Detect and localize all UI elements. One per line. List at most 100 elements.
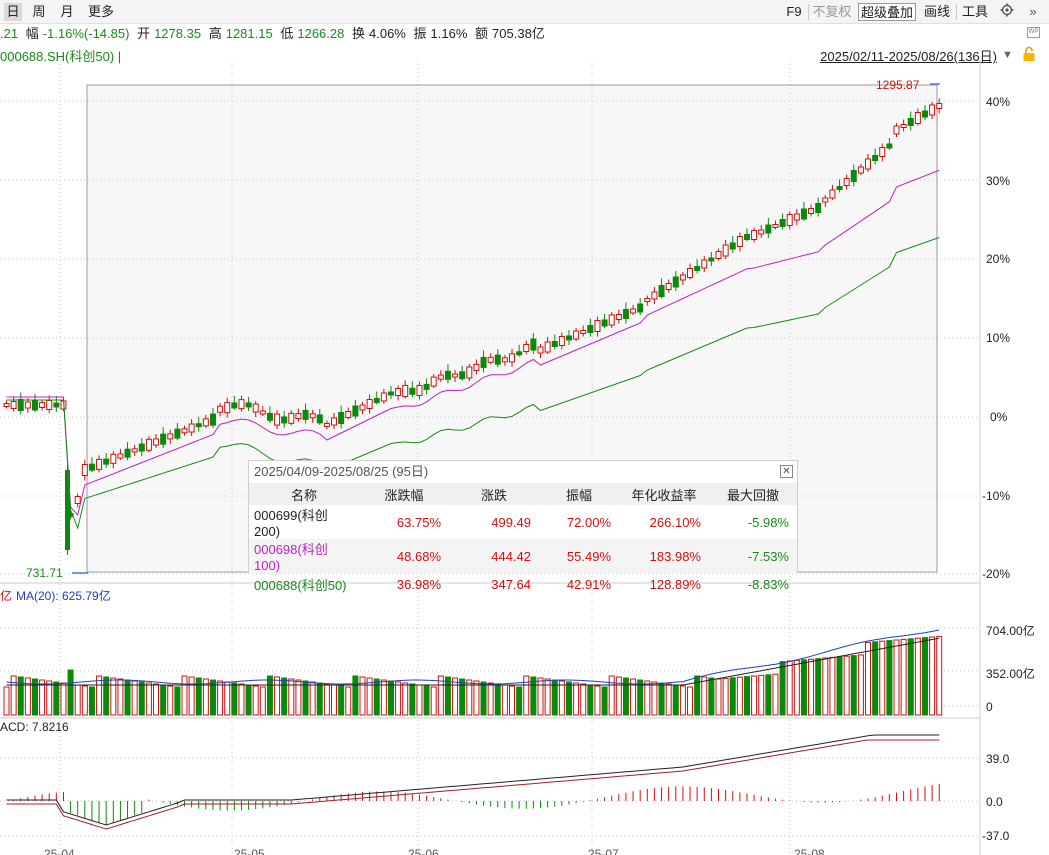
candle-body — [110, 453, 117, 464]
candle-body — [808, 208, 815, 214]
high-value: 1281.15 — [225, 26, 273, 41]
volume-bar — [167, 685, 174, 716]
candle-body — [430, 376, 437, 387]
volume-bar — [523, 675, 530, 716]
volume-bar — [309, 681, 316, 716]
candle-body — [822, 197, 829, 203]
volume-bar — [701, 676, 708, 716]
volume-bar — [60, 682, 67, 716]
volume-bar — [808, 658, 815, 716]
tab-month[interactable]: 月 — [60, 4, 74, 19]
gear-icon[interactable] — [998, 3, 1016, 21]
candle-body — [338, 412, 345, 424]
x-axis-label: 25-08 — [794, 847, 825, 855]
wp-icon[interactable]: WP — [1027, 27, 1040, 38]
volume-axis-label: 352.00亿 — [986, 667, 1035, 681]
candle-body — [893, 125, 900, 135]
candle-body — [167, 433, 174, 440]
volume-bar — [423, 685, 430, 716]
close-icon[interactable]: ✕ — [780, 465, 793, 478]
candle-body — [551, 341, 558, 347]
candle-body — [900, 124, 907, 128]
volume-bar — [231, 682, 238, 716]
column-header: 振幅 — [539, 483, 619, 505]
column-header: 最大回撤 — [709, 483, 797, 505]
volume-bar — [352, 675, 359, 716]
macd-axis-label: 39.0 — [986, 752, 1010, 766]
tab-more[interactable]: 更多 — [87, 4, 114, 19]
dropdown-triangle-icon[interactable]: ▼ — [1002, 49, 1013, 61]
candle-body — [202, 418, 209, 427]
table-row[interactable]: 000688(科创50) 36.98% 347.64 42.91% 128.89… — [249, 573, 797, 595]
volume-bar — [473, 680, 480, 716]
candle-body — [88, 463, 95, 471]
table-row[interactable]: 000698(科创100) 48.68% 444.42 55.49% 183.9… — [249, 539, 797, 573]
volume-bar — [893, 639, 900, 716]
volume-bar — [836, 656, 843, 716]
candle-body — [39, 402, 46, 408]
candle-body — [530, 338, 537, 351]
volume-bar — [630, 678, 637, 716]
volume-bar — [857, 654, 864, 716]
candle-body — [879, 147, 886, 157]
candle-body — [921, 110, 928, 118]
candle-body — [544, 341, 551, 353]
f9-button[interactable]: F9 — [786, 4, 802, 19]
candle-body — [323, 423, 330, 427]
volume-bar — [822, 657, 829, 716]
candle-body — [444, 370, 451, 380]
candle-body — [245, 402, 252, 408]
lock-icon[interactable] — [1022, 46, 1036, 65]
volume-bar — [416, 684, 423, 716]
change-pct-cell: 36.98% — [396, 576, 441, 592]
volume-bar — [765, 674, 772, 716]
candle-body — [594, 320, 601, 332]
volume-bar — [245, 684, 252, 716]
table-row[interactable]: 000699(科创200) 63.75% 499.49 72.00% 266.1… — [249, 505, 797, 539]
volume-bar — [10, 675, 17, 716]
volume-bar — [558, 680, 565, 716]
volume-bar — [615, 676, 622, 716]
volume-bar — [224, 681, 231, 716]
change-pct-cell: 48.68% — [359, 539, 449, 573]
candle-body — [96, 458, 103, 470]
stats-table: 名称 涨跌幅 涨跌 振幅 年化收益率 最大回撤 000699(科创200) 63… — [249, 483, 797, 595]
volume-bar — [929, 636, 936, 716]
volume-bar — [872, 641, 879, 716]
candle-body — [366, 399, 373, 409]
candle-body — [601, 319, 608, 327]
volume-bar — [387, 680, 394, 716]
volume-bar — [266, 675, 273, 716]
candle-body — [124, 448, 131, 458]
volume-bar — [637, 679, 644, 716]
no-adjust-button[interactable]: 不复权 — [812, 4, 852, 19]
open-label: 开 — [137, 26, 151, 41]
y-axis-label: 20% — [986, 252, 1011, 266]
date-range-label[interactable]: 2025/02/11-2025/08/26(136日) — [820, 49, 997, 64]
candle-body — [181, 428, 188, 434]
amount-value: 705.38亿 — [492, 26, 545, 41]
volume-bar — [644, 680, 651, 716]
volume-bar — [373, 678, 380, 716]
double-chevron-right-icon[interactable]: » — [1029, 4, 1037, 19]
symbol-label: 000688.SH(科创50) | — [0, 49, 122, 64]
super-overlay-button[interactable]: 超级叠加 — [858, 3, 916, 21]
volume-bar — [601, 686, 608, 716]
candle-body — [694, 266, 701, 271]
candle-body — [266, 412, 273, 421]
candle-body — [345, 411, 352, 418]
tab-day[interactable]: 日 — [4, 3, 22, 21]
candle-body — [3, 403, 10, 407]
candle-body — [459, 371, 466, 380]
volume-bar — [501, 684, 508, 716]
draw-line-button[interactable]: 画线 — [923, 4, 950, 19]
candle-body — [509, 353, 516, 363]
tools-button[interactable]: 工具 — [961, 4, 988, 19]
volume-unit-label: 亿 — [0, 589, 13, 603]
candle-body — [622, 309, 629, 319]
volume-bar — [530, 676, 537, 716]
tab-week[interactable]: 周 — [32, 4, 46, 19]
candle-body — [274, 413, 281, 426]
volume-bar — [316, 682, 323, 716]
